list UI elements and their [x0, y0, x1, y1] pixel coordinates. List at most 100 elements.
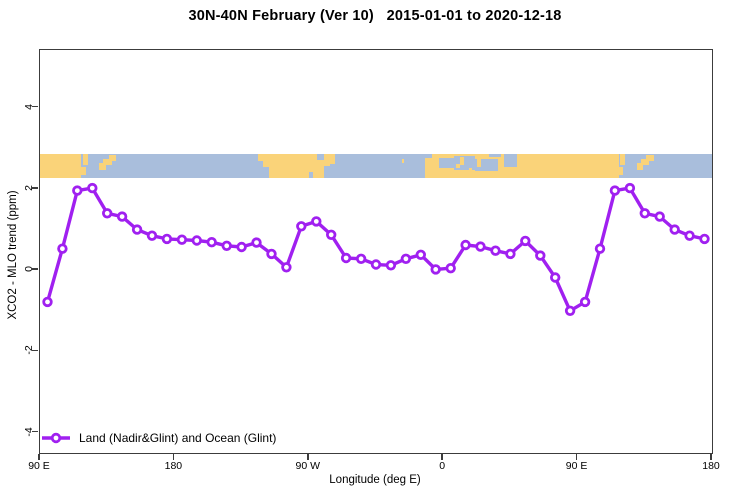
legend: Land (Nadir&Glint) and Ocean (Glint): [41, 430, 276, 446]
data-point-marker: [116, 211, 128, 222]
x-tick: [710, 453, 712, 460]
ocean-patch: [425, 153, 432, 159]
data-point-marker: [191, 235, 202, 246]
ocean-patch: [258, 160, 264, 178]
land-patch: [618, 167, 624, 175]
x-tick: [441, 453, 443, 460]
ocean-patch: [323, 165, 330, 178]
data-point-marker: [535, 250, 546, 261]
x-tick-label: 180: [164, 460, 183, 472]
data-point-marker: [490, 245, 501, 256]
y-tick-label: 0: [23, 266, 35, 273]
land-patch: [81, 167, 86, 175]
land-patch: [82, 153, 88, 166]
data-point-marker: [281, 262, 292, 273]
data-point-marker: [72, 185, 83, 196]
ocean-patch: [503, 153, 518, 168]
land-patch: [456, 164, 460, 169]
data-point-marker: [564, 305, 576, 316]
land-patch: [476, 158, 482, 167]
data-point-marker: [520, 235, 531, 247]
data-point-marker: [42, 296, 53, 308]
land-segment: [40, 153, 82, 178]
land-patch: [103, 158, 112, 166]
data-point-marker: [654, 211, 665, 222]
data-point-marker: [340, 252, 352, 264]
y-tick: [32, 187, 38, 189]
y-tick: [32, 430, 38, 433]
data-point-marker: [311, 216, 322, 227]
data-point-marker: [505, 248, 516, 260]
y-tick-label: 2: [23, 185, 35, 191]
data-point-marker: [355, 253, 367, 264]
data-point-marker: [385, 260, 397, 271]
y-tick-label: 4: [23, 103, 35, 110]
data-point-marker: [57, 243, 68, 254]
y-axis-label: XCO2 - MLO trend (ppm): [7, 190, 19, 320]
ocean-patch: [489, 153, 502, 158]
data-point-marker: [400, 253, 412, 264]
land-patch: [468, 167, 472, 171]
chart-title: 30N-40N February (Ver 10) 2015-01-01 to …: [188, 8, 562, 24]
x-tick-label: 90 W: [295, 460, 321, 472]
data-point-marker: [236, 241, 247, 253]
y-tick: [32, 105, 38, 108]
data-point-marker: [326, 229, 337, 240]
land-patch: [641, 158, 650, 166]
land-patch: [98, 163, 106, 171]
land-ocean-map-band: [40, 153, 712, 178]
ocean-patch: [317, 153, 325, 161]
data-point-marker: [445, 262, 456, 274]
x-tick: [38, 453, 40, 460]
land-patch: [620, 153, 626, 166]
x-tick-label: 0: [439, 460, 446, 472]
data-point-marker: [669, 224, 680, 235]
ocean-patch: [308, 172, 314, 178]
y-tick-label: -2: [23, 345, 35, 356]
data-point-marker: [609, 185, 621, 196]
x-tick-label: 180: [702, 460, 720, 472]
data-point-marker: [475, 241, 486, 252]
land-segment: [258, 153, 330, 178]
data-point-marker: [639, 208, 650, 219]
data-point-marker: [296, 221, 307, 232]
land-patch: [108, 154, 117, 162]
ocean-patch: [438, 157, 454, 169]
data-point-marker: [699, 233, 710, 245]
data-point-marker: [221, 240, 232, 251]
data-point-marker: [624, 182, 636, 194]
data-point-marker: [206, 236, 217, 248]
x-tick: [172, 453, 175, 460]
land-patch: [636, 163, 644, 171]
data-point-marker: [266, 248, 277, 260]
x-tick: [575, 453, 578, 460]
x-axis-label: Longitude (deg E): [329, 474, 421, 486]
legend-line-marker-icon: [42, 432, 70, 444]
plot-area: Land (Nadir&Glint) and Ocean (Glint): [39, 49, 713, 454]
land-patch: [646, 154, 654, 162]
x-tick-label: 90 E: [28, 460, 50, 472]
x-tick-label: 90 E: [565, 460, 588, 472]
ocean-patch: [258, 166, 270, 178]
data-point-marker: [579, 296, 591, 308]
data-point-marker: [146, 230, 158, 241]
data-point-marker: [594, 243, 606, 254]
data-point-marker: [460, 239, 471, 251]
land-patch: [460, 156, 465, 166]
data-series-line: [42, 182, 710, 316]
data-point-marker: [550, 272, 561, 283]
data-point-marker: [176, 234, 188, 245]
ocean-patch: [474, 158, 498, 171]
data-point-marker: [684, 230, 695, 241]
data-point-marker: [161, 233, 173, 245]
data-point-marker: [101, 208, 113, 219]
data-point-marker: [87, 182, 98, 194]
data-point-marker: [370, 259, 382, 270]
x-tick: [307, 453, 309, 460]
legend-label: Land (Nadir&Glint) and Ocean (Glint): [79, 431, 277, 445]
y-tick-label: -4: [23, 427, 35, 437]
data-point-marker: [430, 264, 441, 275]
land-patch: [329, 153, 335, 164]
data-point-marker: [415, 249, 426, 260]
y-tick: [32, 268, 38, 270]
